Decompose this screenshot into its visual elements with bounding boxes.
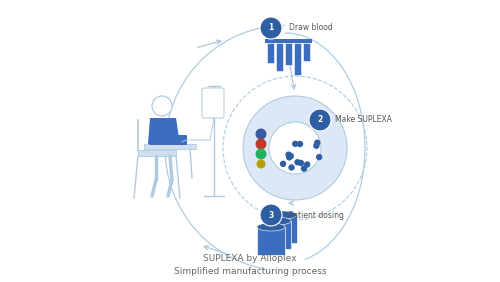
Circle shape <box>286 151 292 158</box>
Bar <box>263 221 291 249</box>
Circle shape <box>288 164 294 171</box>
Bar <box>257 227 285 255</box>
Text: 2: 2 <box>318 116 322 124</box>
Bar <box>138 150 176 156</box>
Text: SUPLEXA by Alloplex
Simplified manufacturing process: SUPLEXA by Alloplex Simplified manufactu… <box>174 254 326 276</box>
Bar <box>269 215 297 243</box>
Text: 1: 1 <box>268 23 274 32</box>
Ellipse shape <box>257 223 285 231</box>
Circle shape <box>304 161 310 168</box>
FancyBboxPatch shape <box>149 135 187 145</box>
Circle shape <box>316 154 322 160</box>
Circle shape <box>256 160 266 169</box>
Bar <box>294 43 301 75</box>
FancyBboxPatch shape <box>202 88 224 118</box>
Circle shape <box>309 109 331 131</box>
Circle shape <box>280 161 286 167</box>
Bar <box>265 39 312 43</box>
Bar <box>276 43 283 71</box>
Circle shape <box>294 159 300 166</box>
Text: Draw blood: Draw blood <box>289 23 333 32</box>
Circle shape <box>256 149 266 160</box>
Circle shape <box>288 153 294 159</box>
Circle shape <box>297 141 303 147</box>
Circle shape <box>314 140 320 146</box>
Polygon shape <box>148 118 180 144</box>
Bar <box>285 43 292 65</box>
Circle shape <box>260 17 282 39</box>
Ellipse shape <box>269 211 297 219</box>
Circle shape <box>256 138 266 149</box>
Bar <box>267 43 274 63</box>
Circle shape <box>301 166 307 172</box>
Circle shape <box>298 160 304 166</box>
Bar <box>303 43 310 61</box>
Bar <box>144 144 196 149</box>
Ellipse shape <box>263 217 291 225</box>
Circle shape <box>260 204 282 226</box>
Circle shape <box>256 129 266 140</box>
Text: Patient dosing: Patient dosing <box>289 210 344 219</box>
Circle shape <box>152 96 172 116</box>
Circle shape <box>269 122 321 174</box>
Circle shape <box>313 142 320 149</box>
Text: Make SUPLEXA: Make SUPLEXA <box>335 116 392 124</box>
Text: 3: 3 <box>268 210 274 219</box>
Circle shape <box>243 96 347 200</box>
Circle shape <box>292 141 298 147</box>
Circle shape <box>286 154 292 160</box>
